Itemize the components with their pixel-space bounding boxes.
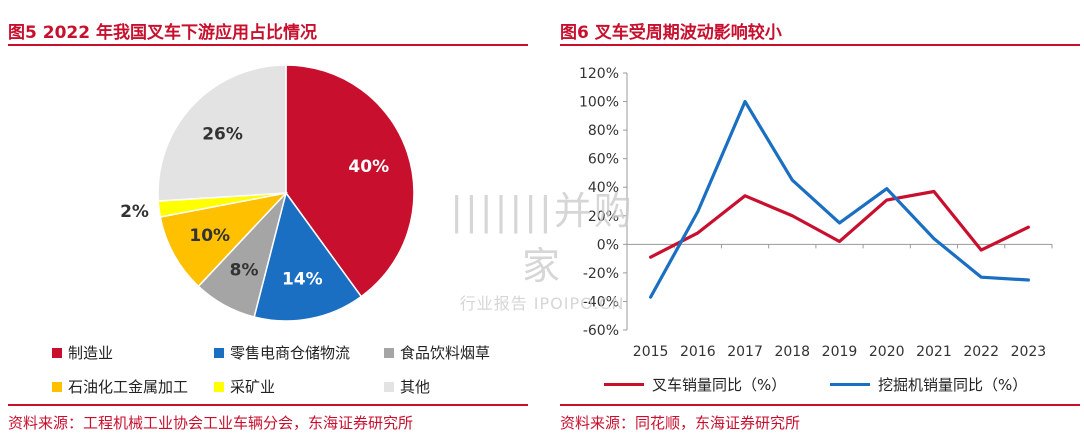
left-title-rule — [8, 44, 528, 46]
x-tick-label: 2017 — [727, 344, 763, 360]
y-tick-label: -40% — [583, 294, 619, 310]
right-source: 资料来源：同花顺，东海证券研究所 — [560, 414, 801, 432]
legend-label: 石油化工金属加工 — [68, 378, 189, 396]
y-tick-label: -60% — [583, 323, 619, 339]
legend-label: 食品饮料烟草 — [400, 344, 491, 362]
x-tick-label: 2022 — [963, 344, 999, 360]
pie-legend-item: 食品饮料烟草 — [384, 342, 490, 363]
pie-data-label-0: 40% — [348, 157, 389, 177]
legend-swatch — [214, 381, 224, 392]
line-legend-item: 叉车销量同比（%） — [604, 374, 786, 395]
pie-slice-0 — [285, 64, 415, 298]
pie-slice-5 — [157, 64, 287, 202]
y-tick-label: 100% — [579, 95, 619, 111]
pie-legend-item: 石油化工金属加工 — [52, 376, 188, 397]
left-source: 资料来源：工程机械工业协会工业车辆分会，东海证券研究所 — [8, 414, 414, 432]
pie-data-label-2: 8% — [230, 260, 259, 280]
right-title-rule — [560, 44, 1080, 46]
watermark: |||||||并购家 行业报告 IPOIPO.CN — [432, 180, 652, 314]
right-chart-title: 图6 叉车受周期波动影响较小 — [560, 23, 782, 43]
pie-legend-item: 其他 — [384, 376, 430, 397]
line-chart: -60% -40% -20% 0% 20% 40% 60% 80% 100% 120% 2015 20… — [579, 66, 1053, 360]
y-tick-label: 0% — [597, 237, 619, 253]
series-line-1 — [649, 99, 1030, 299]
pie-data-label-3: 10% — [189, 226, 230, 246]
right-source-rule — [560, 404, 1080, 406]
left-source-rule — [8, 404, 528, 406]
y-tick-label: 40% — [588, 180, 619, 196]
y-tick-label: 60% — [588, 152, 619, 168]
pie-legend-item: 采矿业 — [214, 376, 275, 397]
x-tick-label: 2021 — [916, 344, 952, 360]
pie-slice-3 — [159, 191, 289, 288]
legend-swatch — [52, 347, 62, 358]
x-tick-label: 2015 — [633, 344, 669, 360]
y-tick-label: 80% — [588, 123, 619, 139]
legend-swatch — [52, 381, 62, 392]
x-tick-label: 2020 — [869, 344, 905, 360]
x-tick-label: 2018 — [774, 344, 810, 360]
x-tick-label: 2016 — [680, 344, 716, 360]
pie-data-label-5: 26% — [202, 124, 243, 144]
pie-data-label-4: 2% — [120, 202, 149, 222]
line-legend-item: 挖掘机销量同比（%） — [830, 374, 1027, 395]
y-tick-label: -20% — [583, 266, 619, 282]
left-chart-title: 图5 2022 年我国叉车下游应用占比情况 — [8, 23, 317, 43]
legend-label: 制造业 — [68, 344, 114, 362]
pie-legend-item: 零售电商仓储物流 — [214, 342, 350, 363]
legend-swatch — [214, 347, 224, 358]
legend-swatch — [384, 381, 394, 392]
legend-label: 采矿业 — [230, 378, 276, 396]
legend-label: 零售电商仓储物流 — [230, 344, 351, 362]
pie-legend-item: 制造业 — [52, 342, 113, 363]
y-tick-label: 20% — [588, 209, 619, 225]
pie-chart: 40% 14% 8%10% 2% 26% — [120, 64, 415, 322]
x-tick-label: 2019 — [822, 344, 858, 360]
pie-slice-1 — [253, 191, 363, 322]
legend-line-swatch — [604, 383, 644, 386]
legend-line-swatch — [830, 383, 870, 386]
watermark-logo-text: |||||||并购家 — [450, 189, 634, 288]
right-panel: 图6 叉车受周期波动影响较小 -60% -40% -20% 0% 20% 40% 60% 80… — [552, 0, 1084, 448]
legend-label: 叉车销量同比（%） — [652, 376, 787, 394]
y-tick-label: 120% — [579, 66, 619, 82]
legend-label: 其他 — [400, 378, 431, 396]
series-line-0 — [649, 189, 1030, 259]
watermark-subtext: 行业报告 IPOIPO.CN — [459, 294, 625, 313]
pie-data-label-1: 14% — [282, 269, 323, 289]
legend-swatch — [384, 347, 394, 358]
left-panel: 图5 2022 年我国叉车下游应用占比情况 40% 14% 8% 10% 2% 26% 制… — [0, 0, 528, 448]
x-tick-label: 2023 — [1011, 344, 1047, 360]
legend-label: 挖掘机销量同比（%） — [878, 376, 1028, 394]
